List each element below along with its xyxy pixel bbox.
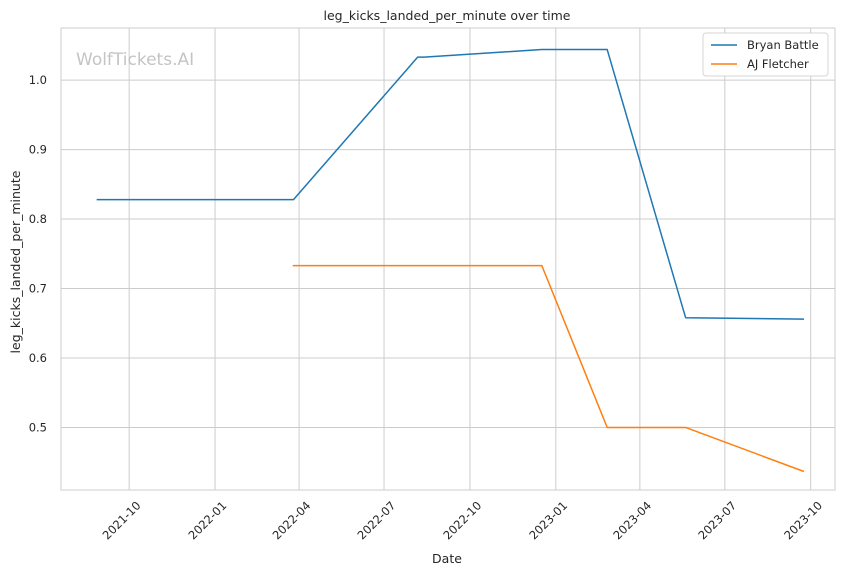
- y-tick-label: 0.8: [29, 212, 47, 226]
- chart-title: leg_kicks_landed_per_minute over time: [324, 8, 571, 23]
- y-tick-label: 0.5: [29, 420, 47, 434]
- series-line-1: [96, 48, 805, 320]
- x-axis-title: Date: [432, 551, 462, 566]
- series-layer: [96, 48, 805, 473]
- y-gridlines: [61, 79, 835, 428]
- y-tick-label: 1.0: [29, 73, 47, 87]
- legend-label: AJ Fletcher: [747, 57, 809, 71]
- plot-area-frame: [60, 27, 836, 491]
- y-axis-title: leg_kicks_landed_per_minute: [8, 170, 23, 353]
- watermark-text: WolfTickets.AI: [76, 50, 194, 70]
- x-gridlines: [128, 28, 812, 490]
- y-tick-label: 0.7: [29, 282, 47, 296]
- y-tick-labels: 0.5 0.6 0.7 0.8 0.9 1.0: [29, 73, 47, 434]
- legend-box: [702, 32, 829, 77]
- y-tick-label: 0.6: [29, 351, 47, 365]
- series-line-2: [292, 264, 805, 473]
- legend: Bryan Battle AJ Fletcher: [702, 32, 829, 77]
- legend-label: Bryan Battle: [747, 38, 819, 52]
- y-tick-label: 0.9: [29, 143, 47, 157]
